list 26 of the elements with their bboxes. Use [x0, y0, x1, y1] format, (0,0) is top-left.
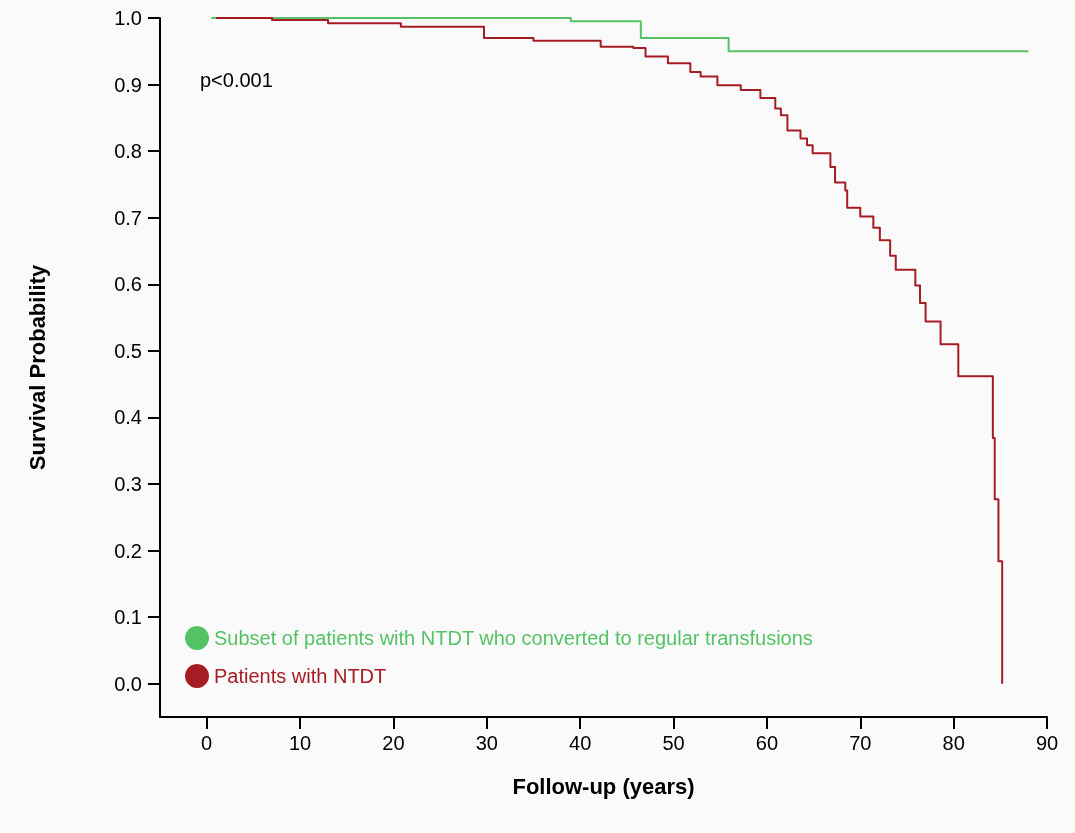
annotation: p<0.001: [200, 69, 273, 91]
y-tick-label: 1.0: [114, 7, 142, 29]
y-tick-label: 0.7: [114, 206, 142, 229]
y-tick-label: 0.0: [114, 672, 142, 695]
x-tick-label: 20: [382, 732, 405, 754]
y-tick-label: 0.3: [114, 473, 142, 495]
y-tick-label: 0.1: [114, 606, 142, 629]
x-tick-label: 60: [755, 732, 779, 754]
y-axis-title: Survival Probability: [24, 264, 50, 471]
y-tick-label: 0.2: [114, 539, 142, 562]
x-axis-title: Follow-up (years): [512, 773, 695, 799]
y-tick-label: 0.5: [114, 339, 142, 362]
x-tick-label: 70: [849, 732, 872, 754]
y-tick-label: 0.8: [114, 140, 142, 163]
legend-label: Subset of patients with NTDT who converted to regular transfusions: [214, 627, 813, 649]
legend-label: Patients with NTDT: [214, 665, 387, 687]
x-tick-label: 90: [1035, 732, 1059, 754]
y-tick-label: 0.9: [114, 73, 142, 96]
y-tick-label: 0.6: [114, 273, 142, 296]
x-tick-label: 30: [475, 732, 498, 754]
x-tick-label: 10: [288, 732, 312, 754]
x-tick-label: 0: [201, 732, 213, 754]
x-tick-label: 80: [942, 732, 965, 754]
x-tick-label: 40: [569, 732, 592, 754]
x-tick-label: 50: [662, 732, 685, 754]
y-tick-label: 0.4: [114, 406, 142, 429]
